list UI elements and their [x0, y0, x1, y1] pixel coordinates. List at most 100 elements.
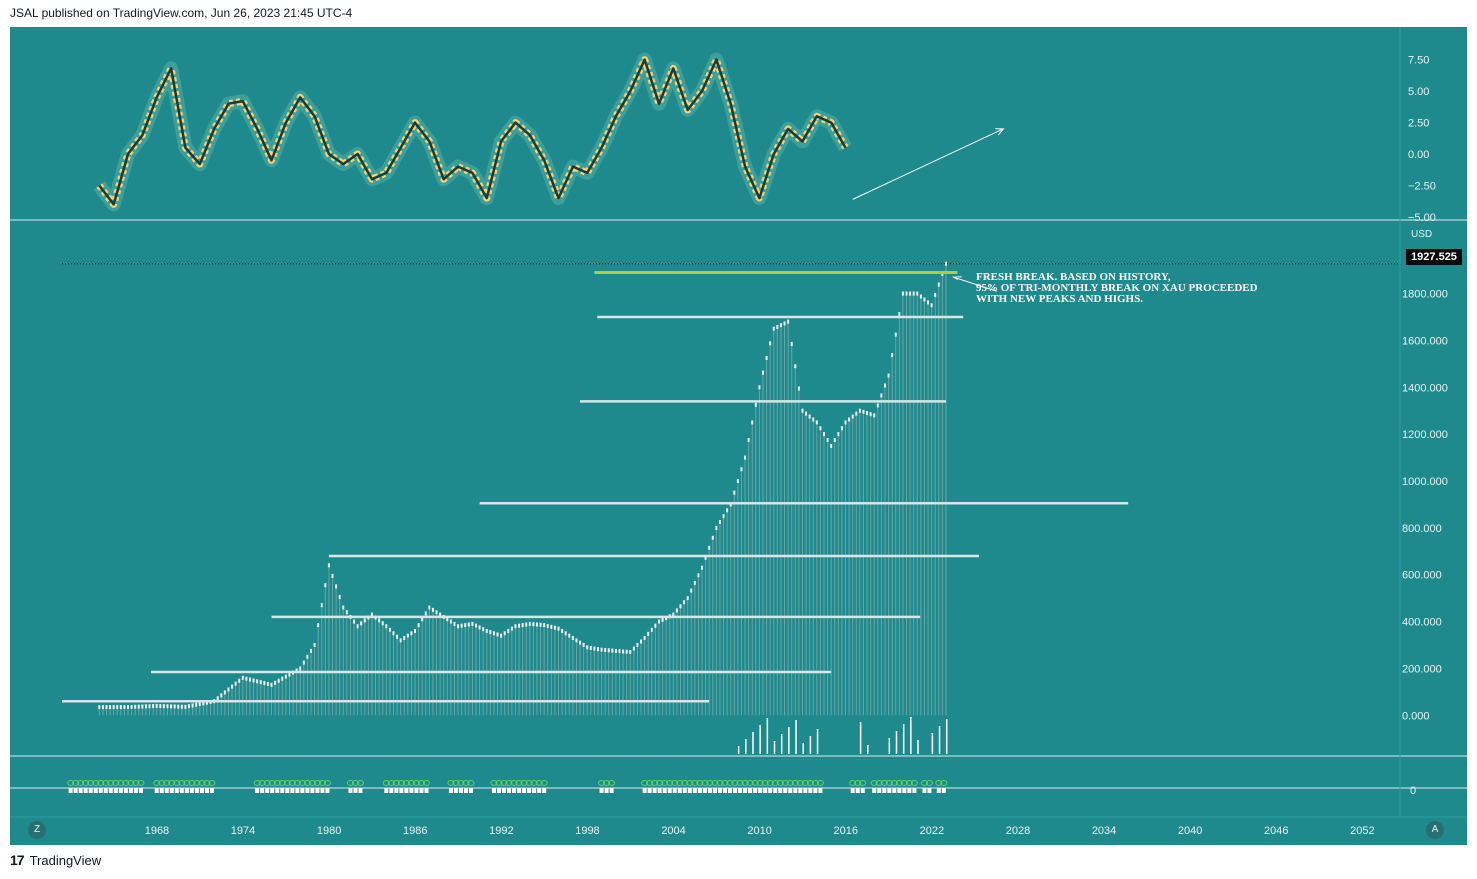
price-bar	[220, 693, 223, 698]
time-tick-label: 1998	[575, 825, 599, 837]
signal-marker	[173, 780, 181, 786]
footer-brand-label: TradingView	[29, 852, 102, 868]
annotation-line-3: WITH NEW PEAKS AND HIGHS.	[976, 293, 1143, 305]
price-bar	[388, 627, 391, 632]
signal-marker-white	[798, 788, 803, 793]
signal-marker	[198, 780, 206, 786]
timezone-button[interactable]: Z	[28, 821, 46, 839]
signal-marker	[910, 780, 918, 786]
price-tick-label: 1800.000	[1402, 289, 1448, 301]
price-bar	[521, 623, 524, 628]
signal-marker-white	[860, 788, 865, 793]
price-tick-label: 1200.000	[1402, 429, 1448, 441]
signal-marker	[412, 780, 420, 786]
price-bar	[826, 438, 829, 442]
signal-marker-white	[118, 788, 123, 793]
signal-marker-white	[783, 788, 788, 793]
signal-marker-white	[702, 788, 707, 793]
price-bar	[661, 617, 664, 622]
signal-marker-white	[763, 788, 768, 793]
signal-marker	[920, 780, 928, 786]
price-bar	[715, 525, 718, 530]
price-bar	[453, 621, 456, 626]
time-tick-label: 2016	[834, 825, 858, 837]
time-tick-label: 2010	[747, 825, 771, 837]
price-bar	[112, 705, 115, 710]
price-bar	[550, 624, 553, 629]
price-bar	[912, 291, 915, 296]
signal-marker	[849, 780, 857, 786]
price-bar	[284, 674, 287, 679]
price-bar	[449, 619, 452, 624]
price-bar	[109, 705, 112, 710]
price-bar	[629, 650, 632, 655]
signal-marker-white	[855, 788, 860, 793]
signal-marker-white	[270, 788, 275, 793]
signal-marker	[72, 780, 80, 786]
price-bar	[421, 617, 424, 622]
signal-marker-white	[295, 788, 300, 793]
price-bar	[844, 420, 847, 425]
signal-marker	[771, 780, 779, 786]
signal-marker-white	[652, 788, 657, 793]
signal-marker-white	[463, 788, 468, 793]
oscillator-tick-label: −5.00	[1408, 212, 1436, 224]
volume-bar	[902, 724, 905, 754]
price-bar	[396, 634, 399, 639]
signal-marker	[288, 780, 296, 786]
signal-marker-white	[522, 788, 527, 793]
oscillator-tick-label: −2.50	[1408, 181, 1436, 193]
price-bar	[740, 467, 743, 472]
price-bar	[618, 649, 621, 654]
signal-marker	[178, 780, 186, 786]
price-bar	[805, 411, 808, 416]
price-bar	[525, 622, 528, 627]
price-bar	[302, 660, 305, 665]
signal-marker	[402, 780, 410, 786]
signal-marker	[323, 780, 331, 786]
price-bar	[467, 622, 470, 627]
price-bar	[640, 639, 643, 644]
volume-bar	[888, 738, 891, 754]
signal-marker-white	[507, 788, 512, 793]
signal-marker	[716, 780, 724, 786]
price-bar	[801, 408, 804, 413]
chart-area[interactable]: 7.50 5.00 2.50 0.00 −2.50 −5.00 1800.000 1600.0…	[10, 27, 1467, 845]
price-bar	[622, 649, 625, 654]
signal-marker	[258, 780, 266, 786]
oscillator-tick-label: 5.00	[1408, 86, 1429, 98]
signal-marker	[67, 780, 75, 786]
signal-marker-white	[133, 788, 138, 793]
volume-bar	[788, 727, 790, 754]
signal-marker	[77, 780, 85, 786]
signal-marker	[183, 780, 191, 786]
signal-marker-white	[517, 788, 522, 793]
signal-marker	[168, 780, 176, 786]
price-bar	[657, 619, 660, 624]
signal-marker-white	[768, 788, 773, 793]
price-bar	[758, 385, 761, 390]
volume-bar	[766, 718, 769, 754]
price-bar	[116, 705, 119, 710]
annotation-arrow-head	[951, 276, 962, 280]
signal-marker-white	[348, 788, 353, 793]
price-bar	[790, 341, 793, 346]
price-bar	[819, 426, 822, 431]
volume-bar	[745, 739, 747, 754]
price-bar	[507, 628, 510, 633]
signal-marker-white	[697, 788, 702, 793]
signal-marker-white	[927, 788, 932, 793]
signal-marker-white	[609, 788, 614, 793]
signal-marker	[608, 780, 616, 786]
signal-marker	[751, 780, 759, 786]
price-bar	[478, 625, 481, 630]
signal-marker	[356, 780, 364, 786]
signal-marker-white	[512, 788, 517, 793]
signal-marker	[452, 780, 460, 786]
oscillator-tick-label: 0.00	[1408, 149, 1429, 161]
auto-scale-button[interactable]: A	[1426, 821, 1444, 839]
price-bar	[514, 624, 517, 629]
signal-marker-white	[159, 788, 164, 793]
price-bar	[277, 678, 280, 683]
time-tick-label: 2028	[1006, 825, 1030, 837]
